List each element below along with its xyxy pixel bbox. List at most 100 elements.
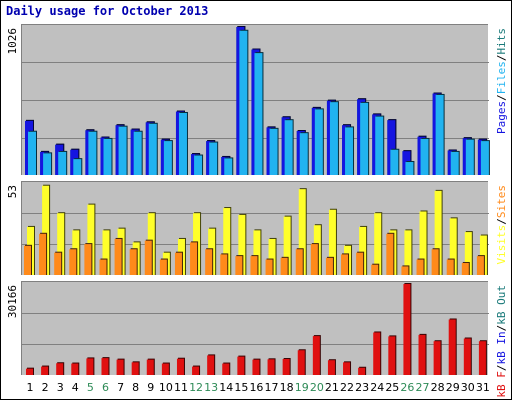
day-label: 6: [102, 381, 109, 394]
day-label: 26: [400, 381, 414, 394]
sites-bar: [39, 233, 47, 275]
files-bar: [58, 151, 67, 175]
visits-bar: [238, 214, 246, 275]
day-label: 27: [416, 381, 430, 394]
panel-top-legend-item: /: [495, 55, 508, 62]
files-bar: [239, 30, 248, 175]
sites-bar: [205, 249, 213, 275]
kbf-bar: [478, 341, 486, 375]
panel-top-max-label: 1026: [6, 28, 19, 55]
visits-bar: [102, 230, 110, 275]
day-label: 19: [295, 381, 309, 394]
sites-bar: [54, 252, 62, 275]
visits-bar: [298, 189, 306, 275]
sites-bar: [325, 257, 333, 275]
day-label: 24: [370, 381, 384, 394]
sites-bar: [190, 242, 198, 275]
files-bar: [420, 138, 429, 175]
sites-bar: [265, 259, 273, 275]
chart-title: Daily usage for October 2013: [6, 4, 209, 18]
sites-bar: [310, 244, 318, 275]
visits-bar: [223, 208, 231, 275]
day-label: 9: [147, 381, 154, 394]
sites-bar: [220, 254, 228, 275]
sites-bar: [129, 249, 137, 275]
sites-bar: [69, 249, 77, 275]
kbf-bar: [403, 284, 411, 375]
kbf-bar: [161, 363, 169, 375]
sites-bar: [144, 240, 152, 275]
panel-bottom-legend-item: kB In: [495, 331, 508, 364]
kbf-bar: [222, 363, 230, 375]
day-label: 13: [204, 381, 218, 394]
panel-bottom-legend-item: kB Out: [495, 285, 508, 325]
kbf-bar: [86, 358, 94, 375]
kbf-bar: [418, 334, 426, 375]
files-bar: [103, 138, 112, 175]
sites-bar: [174, 252, 182, 275]
visits-bar: [464, 232, 472, 275]
files-bar: [224, 158, 233, 175]
kbf-bar: [26, 368, 33, 375]
day-label: 1: [27, 381, 34, 394]
day-label: 12: [189, 381, 203, 394]
visits-bar: [42, 185, 50, 275]
kbf-bar: [116, 359, 124, 375]
visits-bar: [434, 190, 442, 275]
panel-middle-legend-item: Visits: [495, 225, 508, 265]
files-bar: [163, 141, 172, 175]
day-label: 28: [431, 381, 445, 394]
panel-bottom-legend: kB F/kB In/kB Out: [495, 285, 508, 398]
sites-bar: [84, 244, 92, 275]
files-bar: [299, 133, 308, 175]
files-bar: [178, 112, 187, 175]
kbf-bar: [327, 360, 335, 375]
visits-bar: [419, 211, 427, 275]
sites-bar: [24, 245, 31, 275]
sites-bar: [99, 259, 107, 275]
visits-bar: [328, 209, 336, 275]
visits-bar: [253, 230, 261, 275]
sites-bar: [476, 256, 484, 275]
day-label: 23: [355, 381, 369, 394]
kbf-bar: [56, 363, 64, 375]
sites-bar: [295, 249, 303, 275]
files-bar: [314, 109, 323, 175]
kbf-bar: [207, 355, 215, 375]
day-label: 18: [280, 381, 294, 394]
day-label: 8: [132, 381, 139, 394]
kbf-bar: [448, 319, 456, 375]
day-label: 7: [117, 381, 124, 394]
kbf-bar: [373, 332, 381, 375]
day-label: 25: [385, 381, 399, 394]
sites-bar: [386, 233, 394, 275]
kbf-bar: [41, 366, 49, 375]
kbf-bar: [176, 358, 184, 375]
kbf-bar: [282, 359, 290, 375]
panel-bottom-legend-item: kB F: [495, 371, 508, 398]
sites-bar: [356, 252, 364, 275]
sites-bar: [461, 262, 469, 275]
day-label: 11: [174, 381, 188, 394]
visits-bar: [374, 213, 382, 275]
files-bar: [73, 159, 82, 175]
files-bar: [194, 155, 203, 175]
panel-middle-legend: Visits/Sites: [495, 185, 508, 265]
files-bar: [118, 126, 127, 175]
day-label: 14: [219, 381, 233, 394]
day-label: 22: [340, 381, 354, 394]
day-label: 21: [325, 381, 339, 394]
files-bar: [284, 120, 293, 175]
day-label: 20: [310, 381, 324, 394]
files-bar: [133, 131, 142, 175]
panel-bottom-legend-item: /: [495, 365, 508, 372]
sites-bar: [371, 264, 379, 275]
panel-bottom-legend-item: /: [495, 325, 508, 332]
files-bar: [28, 131, 36, 175]
kbf-bar: [358, 367, 366, 375]
sites-bar: [431, 249, 439, 275]
day-label: 31: [476, 381, 490, 394]
panel-top-legend-item: /: [495, 94, 508, 101]
files-bar: [480, 141, 489, 175]
